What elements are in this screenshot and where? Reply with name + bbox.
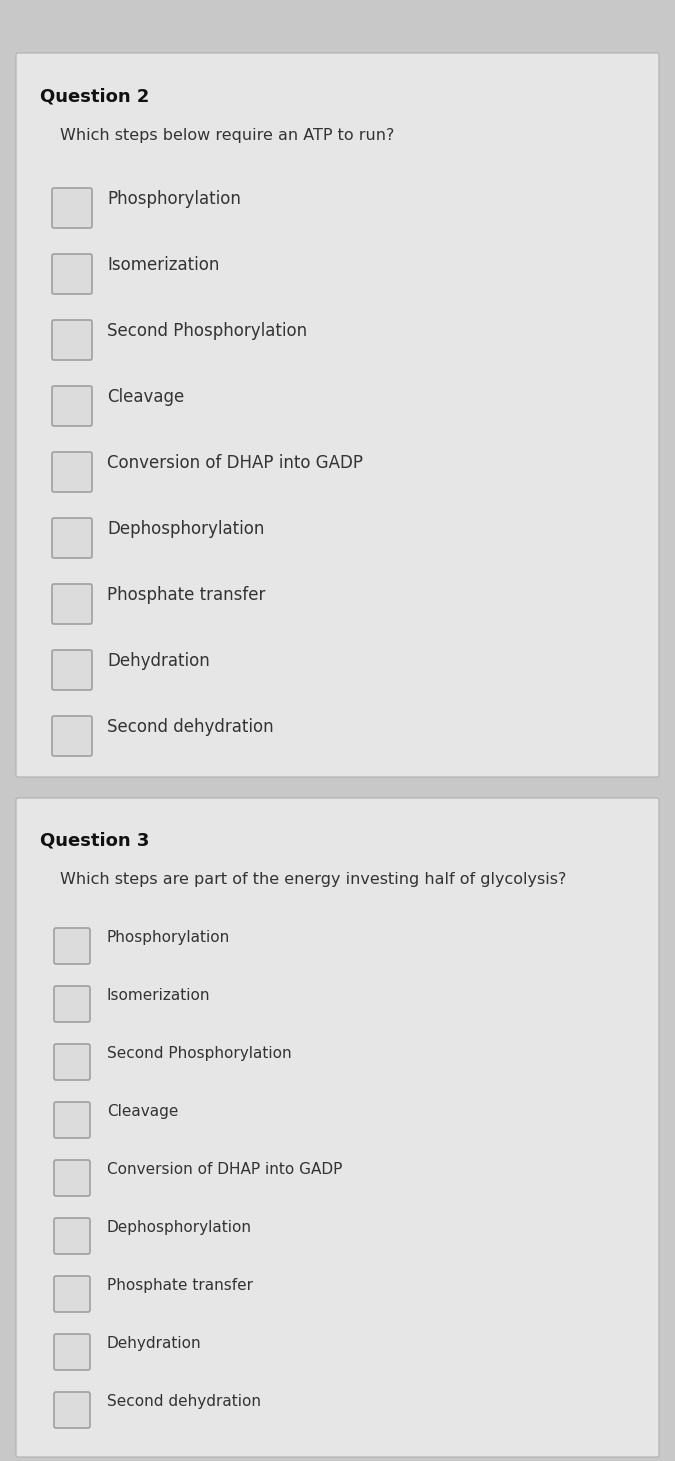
FancyBboxPatch shape: [16, 798, 659, 1457]
FancyBboxPatch shape: [54, 1160, 90, 1197]
FancyBboxPatch shape: [52, 320, 92, 359]
FancyBboxPatch shape: [52, 519, 92, 558]
Text: Second dehydration: Second dehydration: [107, 1394, 261, 1408]
Text: Question 3: Question 3: [40, 831, 149, 850]
Text: Dephosphorylation: Dephosphorylation: [107, 520, 265, 538]
Text: Phosphorylation: Phosphorylation: [107, 931, 230, 945]
Text: Second Phosphorylation: Second Phosphorylation: [107, 1046, 292, 1061]
Text: Which steps below require an ATP to run?: Which steps below require an ATP to run?: [60, 129, 394, 143]
Text: Phosphate transfer: Phosphate transfer: [107, 586, 265, 603]
Text: Isomerization: Isomerization: [107, 256, 219, 275]
Text: Second dehydration: Second dehydration: [107, 717, 273, 736]
FancyBboxPatch shape: [54, 1392, 90, 1427]
FancyBboxPatch shape: [52, 386, 92, 427]
Text: Phosphorylation: Phosphorylation: [107, 190, 241, 207]
Text: Dehydration: Dehydration: [107, 1335, 202, 1351]
FancyBboxPatch shape: [54, 1218, 90, 1254]
Text: Conversion of DHAP into GADP: Conversion of DHAP into GADP: [107, 454, 363, 472]
Text: Conversion of DHAP into GADP: Conversion of DHAP into GADP: [107, 1161, 342, 1178]
FancyBboxPatch shape: [52, 716, 92, 755]
FancyBboxPatch shape: [52, 451, 92, 492]
FancyBboxPatch shape: [52, 254, 92, 294]
FancyBboxPatch shape: [54, 1045, 90, 1080]
FancyBboxPatch shape: [52, 584, 92, 624]
FancyBboxPatch shape: [52, 188, 92, 228]
FancyBboxPatch shape: [54, 1334, 90, 1370]
Text: Isomerization: Isomerization: [107, 988, 211, 1004]
FancyBboxPatch shape: [52, 650, 92, 690]
Text: Cleavage: Cleavage: [107, 1105, 178, 1119]
FancyBboxPatch shape: [16, 53, 659, 777]
Text: Second Phosphorylation: Second Phosphorylation: [107, 321, 307, 340]
Text: Question 2: Question 2: [40, 88, 149, 107]
FancyBboxPatch shape: [54, 986, 90, 1023]
Text: Cleavage: Cleavage: [107, 389, 184, 406]
Text: Phosphate transfer: Phosphate transfer: [107, 1278, 253, 1293]
FancyBboxPatch shape: [54, 1102, 90, 1138]
FancyBboxPatch shape: [54, 928, 90, 964]
Text: Which steps are part of the energy investing half of glycolysis?: Which steps are part of the energy inves…: [60, 872, 566, 887]
Text: Dehydration: Dehydration: [107, 652, 210, 671]
FancyBboxPatch shape: [54, 1275, 90, 1312]
Text: Dephosphorylation: Dephosphorylation: [107, 1220, 252, 1235]
